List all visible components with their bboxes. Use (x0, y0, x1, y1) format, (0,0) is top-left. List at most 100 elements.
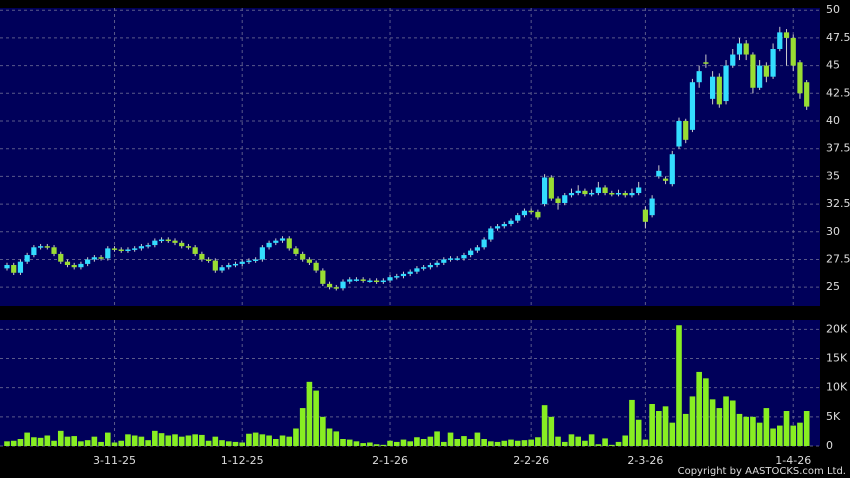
volume-bar (252, 432, 259, 446)
volume-bar (501, 440, 508, 446)
volume-bar (467, 439, 474, 446)
candle-body (589, 193, 595, 195)
candle-body (145, 245, 151, 247)
volume-bar (232, 441, 239, 446)
volume-bar (407, 441, 413, 446)
price-panel (0, 8, 820, 306)
volume-bar (172, 434, 178, 446)
volume-bar (770, 428, 776, 446)
candle-body (716, 76, 722, 105)
volume-bar (346, 439, 353, 446)
candle-body (434, 262, 440, 266)
volume-bar (642, 439, 649, 446)
candle-body (656, 170, 662, 177)
volume-bar (803, 411, 810, 446)
volume-bar (514, 440, 521, 446)
candle-body (642, 209, 648, 222)
volume-bar (481, 439, 487, 446)
candle-body (548, 177, 554, 199)
candle-body (306, 259, 312, 263)
candle-body (367, 280, 373, 283)
candle-body (320, 270, 326, 284)
y-tick-label: 5K (826, 410, 841, 423)
candle-body (649, 198, 655, 216)
candle-body (723, 65, 729, 102)
volume-bar (696, 371, 702, 446)
y-tick-label: 47.5 (826, 31, 850, 44)
volume-bar (360, 443, 366, 446)
candle-body (300, 253, 306, 260)
candle-body (152, 240, 158, 246)
volume-bar (387, 440, 393, 446)
volume-bar (427, 436, 434, 446)
volume-bar (393, 441, 400, 446)
candle-body (232, 263, 239, 266)
volume-bar (682, 413, 689, 446)
candle-body (360, 279, 366, 281)
volume-bar (131, 435, 138, 446)
volume-bar (689, 396, 696, 446)
volume-bar (31, 437, 37, 446)
candle-body (528, 210, 534, 213)
volume-bar (299, 408, 306, 446)
volume-bar (595, 444, 602, 446)
volume-bar (145, 440, 151, 446)
volume-bar (609, 444, 615, 446)
candle-body (421, 267, 427, 269)
volume-bar (239, 442, 245, 446)
volume-bar (125, 434, 131, 446)
candle-body (185, 246, 192, 248)
volume-bar (588, 434, 595, 446)
volume-bar (138, 436, 145, 446)
candle-body (333, 287, 339, 289)
y-tick-label: 10K (826, 381, 848, 394)
volume-bar (703, 378, 709, 446)
candle-body (347, 279, 353, 282)
volume-bar (340, 439, 346, 446)
y-tick-label: 20K (826, 322, 848, 335)
candle-body (58, 253, 64, 262)
volume-bar (367, 442, 373, 446)
volume-bar (615, 441, 622, 446)
volume-bar (24, 432, 30, 446)
y-tick-label: 0 (826, 439, 833, 452)
candle-body (326, 283, 333, 288)
candle-body (17, 261, 24, 273)
candle-body (273, 240, 279, 243)
candle-body (192, 247, 198, 254)
copyright: Copyright by AASTOCKS.com Ltd. (678, 466, 846, 477)
candle-body (24, 255, 30, 262)
candle-body (253, 259, 259, 261)
candle-body (508, 220, 514, 225)
volume-bar (541, 405, 548, 446)
volume-bar (756, 422, 763, 446)
candle-body (125, 249, 131, 252)
volume-bar (441, 441, 447, 446)
candle-body (98, 257, 104, 259)
candle-body (64, 261, 71, 266)
volume-bar (555, 436, 561, 446)
candle-body (622, 193, 628, 196)
candle-body (165, 239, 171, 242)
candle-body (246, 260, 252, 263)
volume-bar (259, 434, 266, 446)
volume-bar (199, 434, 205, 446)
candle-body (51, 247, 57, 254)
volume-bar (118, 440, 125, 446)
candle-body (414, 268, 420, 272)
volume-bar (528, 439, 534, 446)
candle-body (615, 193, 622, 195)
candle-body (568, 193, 575, 196)
volume-bar (723, 396, 729, 446)
volume-bar (709, 399, 716, 446)
y-tick-label: 37.5 (826, 142, 850, 155)
y-tick-label: 42.5 (826, 86, 850, 99)
candle-body (31, 247, 37, 256)
volume-bar (279, 435, 286, 446)
candle-body (797, 62, 803, 94)
volume-bar (71, 436, 77, 446)
x-tick-label: 1-12-25 (221, 454, 264, 467)
candle-body (736, 43, 743, 55)
candle-body (710, 76, 716, 99)
candle-body (770, 48, 776, 77)
